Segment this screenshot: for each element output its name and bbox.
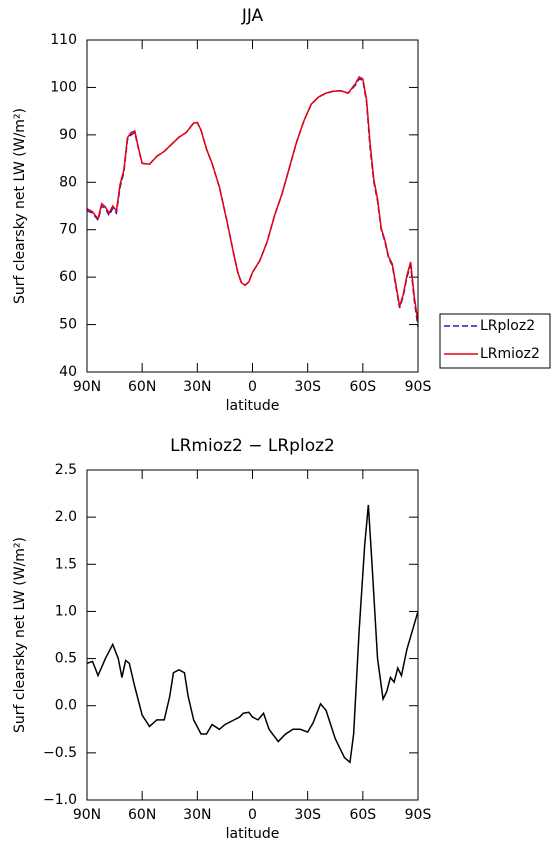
data-line [86, 504, 419, 764]
y-tick-label: 0.0 [55, 698, 77, 714]
y-tick-label: 2.0 [55, 509, 77, 525]
x-tick-label: 60S [349, 379, 376, 395]
y-tick-label: 0.5 [55, 651, 77, 667]
y-tick-label: 90 [59, 127, 77, 143]
y-tick-label: 1.0 [55, 603, 77, 619]
y-tick-label: 100 [50, 79, 77, 95]
y-axis-label: Surf clearsky net LW (W/m²) [12, 108, 28, 304]
y-tick-label: 2.5 [55, 462, 77, 478]
legend-box [439, 313, 551, 369]
data-line [86, 75, 419, 323]
x-tick-label: 0 [248, 379, 257, 395]
x-tick-label: 90N [73, 379, 101, 395]
y-tick-label: 1.5 [55, 556, 77, 572]
chart-title: JJA [241, 6, 264, 26]
y-tick-label: −0.5 [43, 745, 77, 761]
y-tick-label: 50 [59, 317, 77, 333]
x-tick-label: 60S [349, 807, 376, 823]
x-tick-label: 60N [128, 379, 156, 395]
y-tick-label: 40 [59, 364, 77, 380]
y-tick-label: −1.0 [43, 792, 77, 808]
y-tick-label: 70 [59, 222, 77, 238]
x-tick-label: 60N [128, 807, 156, 823]
x-tick-label: 30S [294, 379, 321, 395]
x-tick-label: 90S [405, 379, 432, 395]
y-tick-label: 80 [59, 174, 77, 190]
x-tick-label: 30S [294, 807, 321, 823]
chart-title: LRmioz2 − LRploz2 [170, 436, 335, 456]
x-tick-label: 30N [183, 379, 211, 395]
y-tick-label: 60 [59, 269, 77, 285]
x-axis-label: latitude [226, 826, 280, 842]
x-tick-label: 30N [183, 807, 211, 823]
y-tick-label: 110 [50, 32, 77, 48]
y-axis-label: Surf clearsky net LW (W/m²) [12, 537, 28, 733]
x-tick-label: 90S [405, 807, 432, 823]
x-axis-label: latitude [226, 398, 280, 414]
plot-frame [86, 469, 419, 801]
x-tick-label: 0 [248, 807, 257, 823]
x-tick-label: 90N [73, 807, 101, 823]
legend-label: LRmioz2 [480, 346, 540, 362]
plot-frame [86, 39, 419, 373]
legend-label: LRploz2 [480, 318, 535, 334]
